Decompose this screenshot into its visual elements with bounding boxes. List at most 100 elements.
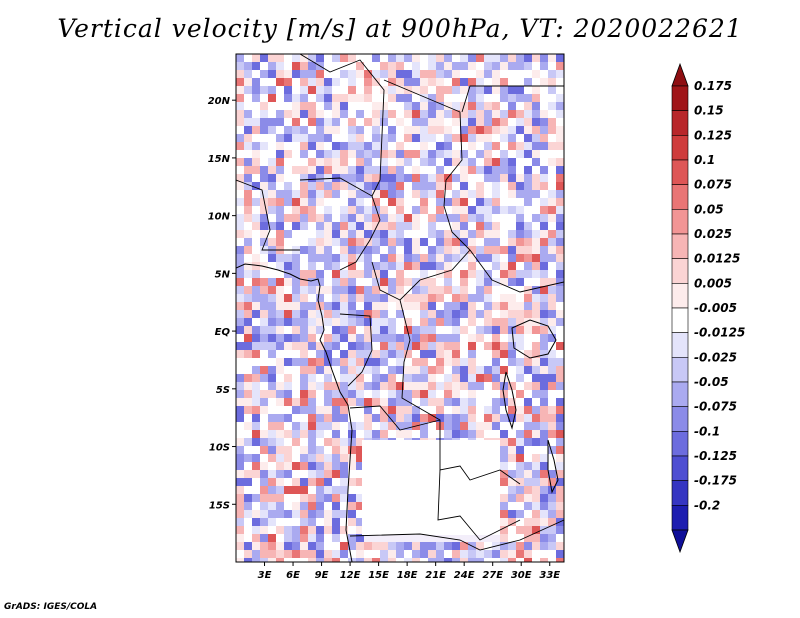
field-cell: [460, 278, 468, 286]
field-cell: [388, 430, 396, 438]
field-cell: [540, 470, 548, 478]
field-cell: [252, 294, 260, 302]
field-cell: [364, 398, 372, 406]
field-cell: [412, 294, 420, 302]
field-cell: [276, 502, 284, 510]
field-cell: [404, 390, 412, 398]
field-cell: [316, 430, 324, 438]
field-cell: [332, 198, 340, 206]
field-cell: [508, 158, 516, 166]
field-cell: [292, 470, 300, 478]
field-cell: [372, 294, 380, 302]
field-cell: [556, 150, 564, 158]
field-cell: [396, 382, 404, 390]
field-cell: [260, 214, 268, 222]
field-cell: [292, 510, 300, 518]
field-cell: [452, 110, 460, 118]
field-cell: [404, 118, 412, 126]
field-cell: [388, 382, 396, 390]
field-cell: [340, 382, 348, 390]
field-cell: [516, 542, 524, 550]
field-cell: [484, 254, 492, 262]
field-cell: [252, 478, 260, 486]
field-cell: [364, 214, 372, 222]
field-cell: [460, 358, 468, 366]
field-cell: [500, 414, 508, 422]
field-cell: [284, 142, 292, 150]
field-cell: [508, 526, 516, 534]
field-cell: [508, 254, 516, 262]
field-cell: [372, 174, 380, 182]
field-cell: [484, 102, 492, 110]
field-cell: [508, 206, 516, 214]
field-cell: [532, 398, 540, 406]
field-cell: [316, 446, 324, 454]
field-cell: [308, 174, 316, 182]
lon-tick-label: 27E: [482, 570, 503, 581]
field-cell: [556, 166, 564, 174]
field-cell: [284, 134, 292, 142]
field-cell: [396, 166, 404, 174]
field-cell: [524, 358, 532, 366]
field-cell: [404, 366, 412, 374]
field-cell: [500, 86, 508, 94]
field-cell: [412, 414, 420, 422]
field-cell: [300, 334, 308, 342]
field-cell: [556, 502, 564, 510]
field-cell: [516, 110, 524, 118]
field-cell: [532, 374, 540, 382]
field-cell: [268, 54, 276, 62]
field-cell: [428, 430, 436, 438]
field-cell: [508, 150, 516, 158]
field-cell: [396, 230, 404, 238]
field-cell: [508, 78, 516, 86]
field-cell: [516, 222, 524, 230]
field-cell: [316, 334, 324, 342]
field-cell: [532, 390, 540, 398]
field-cell: [308, 478, 316, 486]
field-cell: [332, 422, 340, 430]
field-cell: [364, 366, 372, 374]
colorbar-label: 0.005: [694, 276, 732, 290]
field-cell: [268, 382, 276, 390]
field-cell: [268, 182, 276, 190]
field-cell: [292, 214, 300, 222]
field-cell: [372, 302, 380, 310]
field-cell: [260, 422, 268, 430]
field-cell: [292, 358, 300, 366]
field-cell: [492, 270, 500, 278]
field-cell: [364, 350, 372, 358]
field-cell: [444, 278, 452, 286]
field-cell: [516, 118, 524, 126]
field-cell: [252, 206, 260, 214]
field-cell: [516, 102, 524, 110]
field-cell: [356, 502, 364, 510]
field-cell: [300, 126, 308, 134]
field-cell: [516, 286, 524, 294]
field-cell: [316, 358, 324, 366]
field-cell: [444, 206, 452, 214]
field-cell: [308, 414, 316, 422]
field-cell: [396, 102, 404, 110]
field-cell: [332, 390, 340, 398]
field-cell: [396, 318, 404, 326]
field-cell: [508, 246, 516, 254]
field-cell: [460, 350, 468, 358]
field-cell: [340, 358, 348, 366]
field-cell: [548, 206, 556, 214]
field-cell: [556, 366, 564, 374]
field-cell: [412, 550, 420, 558]
field-cell: [268, 350, 276, 358]
field-cell: [556, 414, 564, 422]
field-cell: [340, 158, 348, 166]
field-cell: [356, 198, 364, 206]
field-cell: [540, 86, 548, 94]
field-cell: [492, 342, 500, 350]
field-cell: [444, 318, 452, 326]
field-cell: [268, 550, 276, 558]
field-cell: [516, 302, 524, 310]
field-cell: [540, 422, 548, 430]
field-cell: [348, 542, 356, 550]
field-cell: [236, 278, 244, 286]
field-cell: [436, 110, 444, 118]
